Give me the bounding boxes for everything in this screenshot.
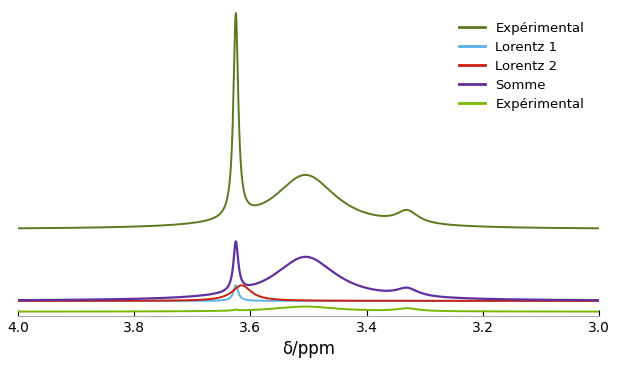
X-axis label: δ/ppm: δ/ppm (282, 340, 335, 358)
Legend: Expérimental, Lorentz 1, Lorentz 2, Somme, Expérimental: Expérimental, Lorentz 1, Lorentz 2, Somm… (453, 17, 590, 116)
